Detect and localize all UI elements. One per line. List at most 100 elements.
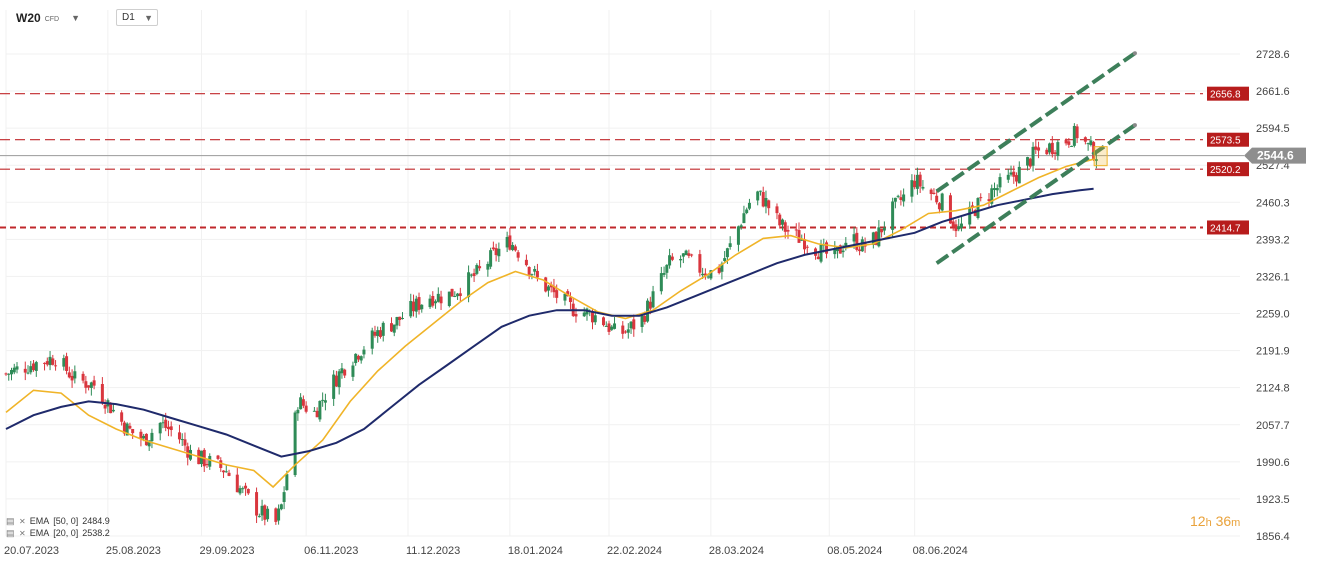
candle-body — [299, 397, 303, 410]
y-tick-label: 2594.5 — [1256, 123, 1290, 135]
candle-body — [266, 508, 270, 520]
y-tick-label: 1990.6 — [1256, 457, 1290, 469]
legend-label: EMA — [29, 516, 50, 526]
candle-body — [1072, 125, 1076, 146]
current-price-box — [1244, 147, 1306, 164]
candle-body — [915, 174, 919, 189]
candle-body — [527, 266, 531, 275]
candle-body — [494, 248, 498, 256]
symbol-dropdown-icon[interactable]: ▼ — [71, 13, 80, 23]
candle-body — [893, 197, 897, 202]
remove-indicator-icon[interactable]: ✕ — [19, 528, 26, 538]
timeframe-dropdown-icon[interactable]: ▼ — [144, 13, 153, 23]
indicator-settings-icon[interactable]: ▤ — [6, 527, 15, 538]
candle-body — [668, 255, 672, 266]
candle-body — [717, 267, 721, 274]
trend-channel-handle — [1132, 123, 1137, 128]
candle-body — [530, 274, 534, 276]
candle-body — [431, 295, 435, 306]
candle-body — [549, 284, 553, 288]
candle-body — [318, 400, 322, 420]
candle-body — [370, 330, 374, 349]
candle-body — [414, 298, 418, 312]
candle-body — [109, 402, 113, 414]
candle-body — [1086, 143, 1090, 145]
trend-channel-lower — [935, 123, 1137, 265]
candle-body — [238, 488, 242, 494]
candle-body — [709, 270, 713, 279]
candle-body — [147, 440, 151, 447]
candle-body — [819, 244, 823, 262]
candle-body — [131, 428, 135, 434]
candle-body — [169, 426, 173, 431]
candle-body — [486, 263, 490, 270]
candle-body — [120, 412, 124, 422]
candle-body — [935, 195, 939, 203]
candle-body — [533, 268, 537, 272]
candle-body — [282, 492, 286, 502]
candle-body — [224, 471, 228, 473]
candle-body — [891, 201, 895, 230]
candle-body — [139, 431, 143, 440]
candle-body — [43, 362, 47, 364]
candle-body — [321, 399, 325, 401]
candle-body — [183, 439, 187, 446]
candle-body — [26, 372, 30, 374]
candle-body — [87, 385, 91, 388]
y-tick-label: 1856.4 — [1256, 531, 1290, 543]
candle-body — [725, 248, 729, 258]
timeframe-select[interactable]: D1 ▼ — [116, 9, 158, 26]
candle-body — [797, 230, 801, 243]
candle-body — [783, 222, 787, 232]
legend-label: EMA — [29, 528, 50, 538]
candle-body — [723, 258, 727, 262]
candle-body — [778, 214, 782, 226]
candle-body — [1064, 139, 1068, 144]
candle-body — [544, 277, 548, 292]
candle-body — [913, 180, 917, 188]
candle-body — [794, 229, 798, 231]
candle-body — [409, 300, 413, 317]
candle-body — [976, 198, 980, 218]
remove-indicator-icon[interactable]: ✕ — [19, 516, 26, 526]
indicator-settings-icon[interactable]: ▤ — [6, 515, 15, 526]
y-tick-label: 2057.7 — [1256, 420, 1290, 432]
candle-body — [392, 324, 396, 333]
legend-item-ema20[interactable]: ▤ ✕ EMA [20, 0] 2538.2 — [6, 527, 110, 539]
candle-body — [255, 492, 259, 516]
candle-body — [957, 226, 961, 230]
candle-body — [640, 315, 644, 327]
candle-body — [1089, 140, 1093, 146]
candle-body — [65, 356, 69, 371]
candle-body — [590, 311, 594, 323]
legend-value: 2538.2 — [82, 528, 110, 538]
y-tick-label: 2326.1 — [1256, 271, 1290, 283]
symbol-selector[interactable]: W20 CFD ▼ — [16, 8, 80, 28]
candle-body — [12, 367, 16, 373]
legend-item-ema50[interactable]: ▤ ✕ EMA [50, 0] 2484.9 — [6, 515, 110, 527]
candle-body — [742, 213, 746, 224]
candle-body — [624, 331, 628, 333]
candle-body — [968, 206, 972, 225]
candle-body — [73, 371, 77, 379]
candle-body — [23, 368, 27, 373]
candle-body — [180, 439, 184, 441]
candle-body — [453, 295, 457, 297]
candle-body — [979, 197, 983, 199]
candle-body — [838, 245, 842, 254]
candle-body — [4, 373, 8, 375]
candle-body — [417, 297, 421, 310]
candle-body — [356, 355, 360, 360]
candle-body — [122, 422, 126, 434]
candle-body — [398, 316, 402, 321]
candle-body — [932, 192, 936, 195]
candle-body — [100, 384, 104, 403]
candle-body — [508, 235, 512, 250]
candle-body — [690, 254, 694, 256]
candle-body — [896, 195, 900, 197]
candle-body — [436, 293, 440, 302]
x-tick-label: 08.05.2024 — [827, 545, 882, 557]
candle-body — [235, 474, 239, 493]
